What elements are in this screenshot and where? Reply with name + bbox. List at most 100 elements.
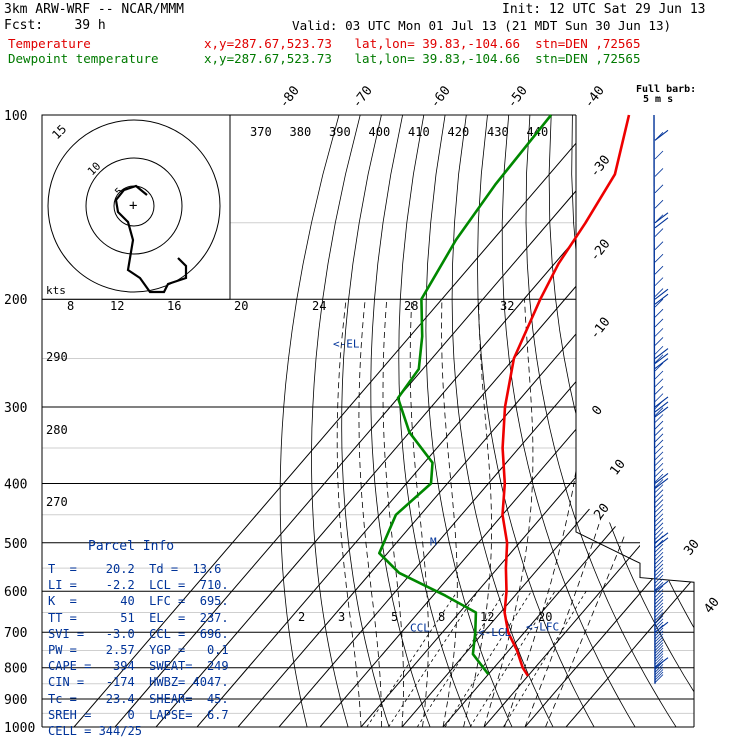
wind-barb-tick bbox=[654, 671, 664, 681]
dry-adiabat bbox=[721, 115, 740, 740]
hodograph-units: kts bbox=[46, 284, 66, 297]
wind-barb-tick bbox=[654, 298, 664, 308]
barb-legend-full: Full barb: bbox=[636, 84, 697, 95]
isotherm-line bbox=[308, 115, 694, 727]
isotherm-line bbox=[513, 115, 694, 727]
moist-adiabat bbox=[545, 299, 694, 727]
wind-barb-tick bbox=[654, 378, 664, 388]
wind-barb-tick bbox=[654, 457, 664, 466]
wind-barb-tick bbox=[654, 639, 664, 648]
parcel-info-row: PW = 2.57 YGP = 0.1 bbox=[48, 643, 229, 657]
valid-time: Valid: 03 UTC Mon 01 Jul 13 (21 MDT Sun … bbox=[292, 18, 672, 33]
moist-adiabat bbox=[463, 299, 493, 727]
mixing-ratio-line bbox=[444, 590, 532, 727]
mixing-ratio-label: 32 bbox=[500, 299, 514, 313]
init-time: Init: 12 UTC Sat 29 Jun 13 bbox=[502, 2, 706, 17]
wind-barb bbox=[654, 348, 669, 359]
dry-adiabat bbox=[398, 115, 477, 727]
wind-barb bbox=[654, 293, 669, 305]
wind-barb-tick bbox=[654, 615, 664, 624]
mixing-ratio-label: 20 bbox=[538, 610, 552, 624]
wind-barb bbox=[654, 353, 669, 364]
ccl-marker: CCL bbox=[410, 621, 430, 634]
mixing-ratio-label: 5 bbox=[391, 610, 398, 624]
moist-adiabat bbox=[336, 299, 362, 727]
wind-barb-tick bbox=[654, 362, 664, 372]
wind-barb-tick bbox=[654, 653, 664, 662]
wind-barb-tick bbox=[654, 241, 664, 250]
pressure-label: 800 bbox=[4, 662, 27, 677]
isotherm-label: -70 bbox=[350, 83, 376, 111]
dry-adiabat bbox=[571, 115, 694, 727]
pressure-label: 300 bbox=[4, 401, 27, 416]
dry-adiabat bbox=[425, 115, 519, 727]
pressure-label: 200 bbox=[4, 293, 27, 308]
plot-border bbox=[575, 115, 695, 727]
wind-barb-tick bbox=[654, 674, 664, 683]
wind-barb-tick bbox=[654, 484, 664, 493]
wind-barb-tick bbox=[654, 559, 664, 569]
wind-barb-tick bbox=[654, 494, 664, 503]
theta-label: 390 bbox=[329, 125, 351, 139]
wind-barb-tick bbox=[654, 551, 664, 561]
wind-barb-tick bbox=[654, 589, 664, 598]
forecast-hour: Fcst: 39 h bbox=[4, 18, 106, 33]
wind-barb-tick bbox=[654, 414, 664, 423]
wind-barb-tick bbox=[654, 563, 664, 573]
theta-label: 410 bbox=[408, 125, 430, 139]
hodograph-trace bbox=[114, 184, 188, 294]
wind-barb-tick bbox=[654, 345, 664, 355]
wind-barb-tick bbox=[654, 624, 664, 634]
wind-barb-tick bbox=[654, 228, 664, 237]
wind-barb bbox=[654, 473, 669, 484]
parcel-info-row: LI = -2.2 LCL = 710. bbox=[48, 578, 229, 593]
isotherm-label: -80 bbox=[277, 83, 303, 111]
dry-adiabat bbox=[635, 115, 694, 727]
dewpoint-legend-label: Dewpoint temperature bbox=[8, 51, 159, 66]
isotherm-label: 20 bbox=[591, 501, 612, 523]
theta-label: 280 bbox=[46, 423, 68, 437]
wind-barb-tick bbox=[654, 574, 664, 584]
wind-barb-tick bbox=[654, 439, 664, 449]
wind-barb-staff bbox=[653, 114, 656, 684]
mixing-ratio-label: 28 bbox=[404, 299, 418, 313]
pressure-label: 900 bbox=[4, 693, 27, 708]
parcel-info-row: CAPE = 394 SWEAT= 249 bbox=[48, 659, 229, 674]
moist-adiabat bbox=[441, 299, 458, 727]
dry-adiabat bbox=[279, 115, 340, 727]
wind-barb-tick bbox=[654, 489, 664, 498]
isotherm-line bbox=[472, 115, 694, 727]
temperature-profile bbox=[501, 114, 631, 677]
mixing-ratio-label: 8 bbox=[438, 610, 445, 624]
theta-label: 290 bbox=[46, 350, 68, 364]
wind-barb-tick bbox=[654, 539, 664, 549]
wind-barb-tick bbox=[654, 468, 664, 478]
dry-adiabat bbox=[341, 115, 394, 727]
isotherm-line bbox=[554, 115, 694, 727]
barb-legend-units: 5 m s bbox=[643, 94, 674, 105]
mixing-ratio-line bbox=[388, 590, 479, 727]
wind-barb-tick bbox=[654, 504, 664, 513]
wind-barb-tick bbox=[654, 354, 664, 364]
temperature-legend-label: Temperature bbox=[8, 36, 91, 51]
wind-barb-tick bbox=[654, 547, 664, 557]
wind-barb-tick bbox=[654, 599, 664, 608]
wind-barb-tick bbox=[654, 445, 664, 455]
wind-barb-tick bbox=[654, 592, 664, 602]
wind-barb-tick bbox=[654, 612, 664, 621]
isotherm-line bbox=[431, 115, 694, 727]
wind-barb-tick bbox=[654, 526, 664, 536]
isotherm-label: -40 bbox=[582, 83, 608, 111]
isotherm-line bbox=[349, 115, 694, 727]
wind-barb-tick bbox=[654, 479, 664, 488]
mixing-ratio-label: 12 bbox=[480, 610, 494, 624]
wind-barb-tick bbox=[654, 630, 664, 640]
wind-barb-tick bbox=[654, 168, 664, 177]
parcel-info-row: CIN = -174 HWBZ= 4047. bbox=[48, 675, 229, 690]
wind-barb-tick bbox=[654, 473, 664, 483]
wind-barb bbox=[654, 217, 669, 229]
isotherm-label: -20 bbox=[587, 237, 613, 265]
parcel-info-row: CELL = 344/25 bbox=[48, 724, 142, 738]
wind-barb-tick bbox=[654, 308, 664, 318]
isotherm-label: 10 bbox=[607, 457, 628, 479]
